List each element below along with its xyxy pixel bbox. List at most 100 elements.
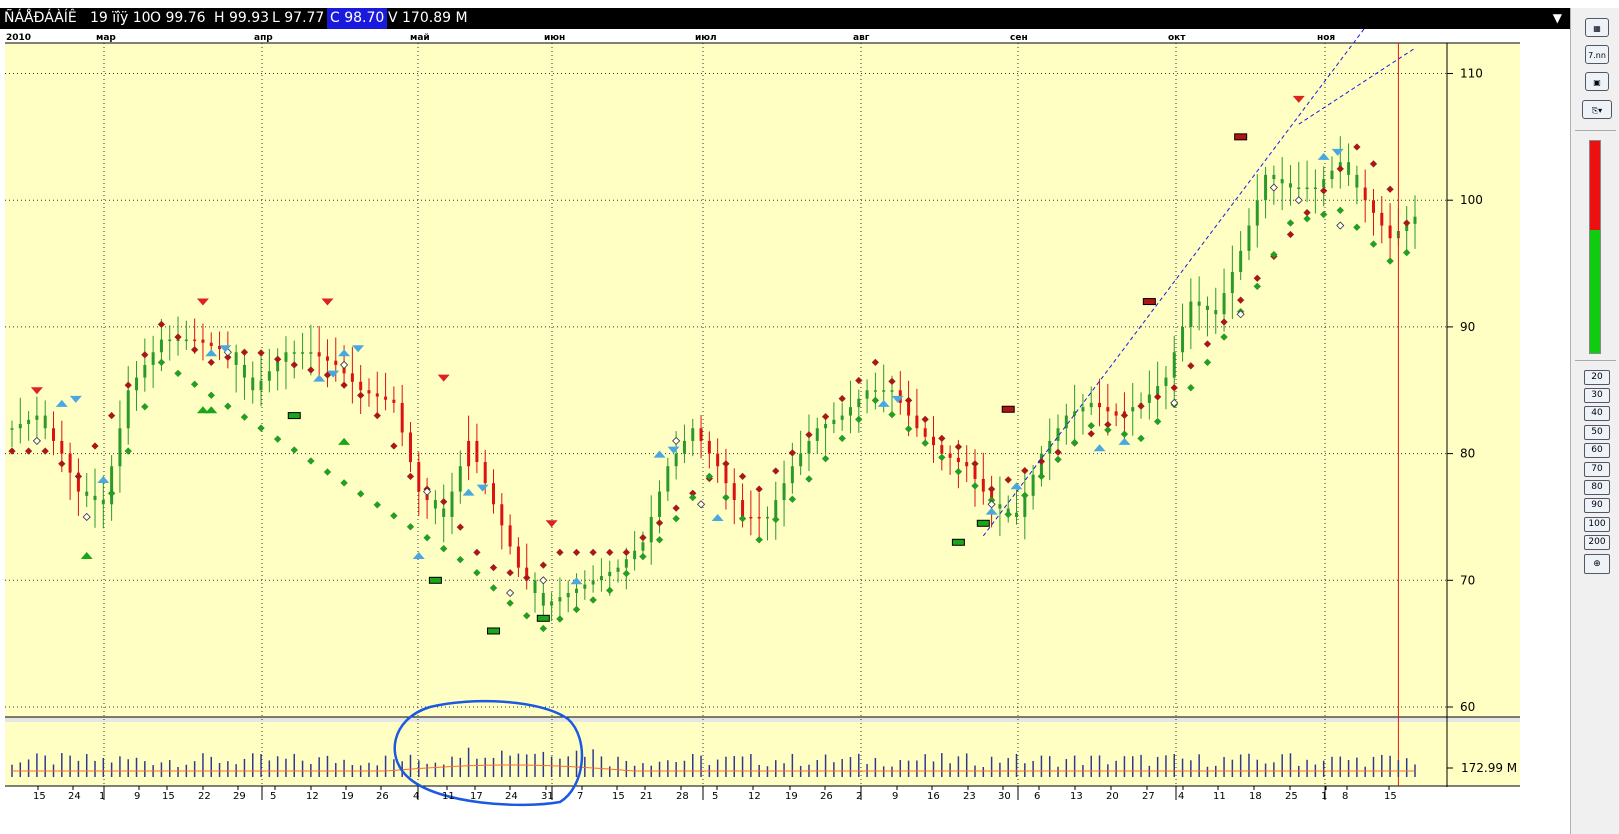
menu-arrow-icon[interactable]: ▼ <box>1552 11 1562 25</box>
supertrend-dot-green <box>1386 257 1394 265</box>
candle-body <box>159 339 163 353</box>
supertrend-dot-red <box>174 333 182 341</box>
price-chart[interactable]: мар апр май июн июл авг сен окт ноя 2010 60 70 80 90 1… <box>0 29 1570 834</box>
zoom-50-button[interactable]: 50 <box>1584 425 1610 440</box>
candle-body <box>1073 411 1077 416</box>
supertrend-dot-green <box>406 523 415 531</box>
supertrend-dot-green <box>273 435 282 443</box>
supertrend-dot-red <box>240 348 249 356</box>
signal-triangle-down-blue <box>69 395 82 403</box>
candle-body <box>1098 402 1102 408</box>
candle-body <box>890 390 894 392</box>
supertrend-dot-red <box>390 442 398 450</box>
supertrend-dot-white <box>1269 183 1278 192</box>
y-tick-label: 100 <box>1460 193 1483 207</box>
supertrend-dot-white <box>672 436 681 445</box>
month-label: сен <box>1010 33 1028 43</box>
candle-body <box>276 361 280 372</box>
candle-body <box>765 516 769 519</box>
supertrend-dot-green <box>904 425 913 433</box>
supertrend-dot-red <box>1137 402 1145 410</box>
candle-body <box>508 525 512 547</box>
supertrend-dot-red <box>190 345 199 354</box>
supertrend-dot-red <box>904 396 913 405</box>
candle-body <box>915 415 919 429</box>
zoom-magnifier-icon[interactable]: ⊕ <box>1584 554 1610 574</box>
volume-panel <box>5 722 1520 787</box>
save-chart-icon[interactable]: ▣ <box>1585 72 1609 91</box>
day-tick-label: 15 <box>33 791 46 802</box>
candle-body <box>907 402 911 416</box>
candle-body <box>1048 440 1052 454</box>
supertrend-dot-green <box>1303 215 1311 223</box>
zoom-20-button[interactable]: 20 <box>1584 370 1610 385</box>
day-tick-label: 28 <box>676 791 689 802</box>
calendar-icon[interactable]: ▦ <box>1585 18 1609 37</box>
zoom-90-button[interactable]: 90 <box>1584 498 1610 513</box>
candle-body <box>184 339 188 342</box>
bar-date: 19 ïîÿ 10 <box>90 10 151 26</box>
supertrend-dot-white <box>340 360 349 369</box>
zoom-30-button[interactable]: 30 <box>1584 388 1610 403</box>
supertrend-dot-red <box>323 371 332 379</box>
supertrend-dot-red <box>672 504 680 512</box>
candle-body <box>956 457 960 463</box>
day-tick-label: 27 <box>1142 791 1155 802</box>
candle-body <box>367 390 371 394</box>
supertrend-dot-green <box>1353 223 1361 231</box>
signal-triangle-up-blue <box>97 475 110 483</box>
signal-box-green <box>428 576 442 584</box>
candle-body <box>1272 174 1276 180</box>
supertrend-dot-green <box>1137 434 1145 443</box>
supertrend-dot-green <box>373 501 381 509</box>
supertrend-dot-red <box>1353 143 1361 151</box>
supertrend-dot-green <box>539 624 548 633</box>
supertrend-dot-red <box>406 472 415 481</box>
month-label: окт <box>1168 33 1186 43</box>
supertrend-dot-green <box>207 391 215 399</box>
zoom-70-button[interactable]: 70 <box>1584 462 1610 477</box>
signal-triangle-down-blue <box>476 484 489 492</box>
candle-body <box>516 546 520 568</box>
supertrend-dot-white <box>1336 221 1345 230</box>
supertrend-dot-green <box>606 586 614 595</box>
copy-menu-icon[interactable]: ⎘▾ <box>1582 100 1612 119</box>
supertrend-dot-green <box>340 479 348 487</box>
supertrend-dot-green <box>655 536 664 544</box>
day-tick-label: 1 <box>99 791 105 802</box>
supertrend-dot-white <box>506 588 515 598</box>
zoom-200-button[interactable]: 200 <box>1584 535 1610 550</box>
supertrend-dot-white <box>82 512 91 522</box>
y-tick-label: 70 <box>1460 573 1475 587</box>
period-button[interactable]: 7.nn <box>1585 45 1609 64</box>
zoom-80-button[interactable]: 80 <box>1584 480 1610 495</box>
supertrend-dot-white <box>1236 310 1245 319</box>
supertrend-dot-red <box>58 460 66 468</box>
candle-body <box>1156 386 1160 395</box>
supertrend-dot-red <box>124 381 132 389</box>
month-label: июн <box>544 33 565 43</box>
supertrend-dot-red <box>788 449 797 457</box>
day-tick-label: 25 <box>1285 791 1298 802</box>
zoom-100-button[interactable]: 100 <box>1584 517 1610 532</box>
candle-body <box>782 483 786 501</box>
zoom-40-button[interactable]: 40 <box>1584 406 1610 421</box>
supertrend-dot-green <box>190 380 199 389</box>
candle-body <box>242 364 246 378</box>
candle-body <box>359 381 363 391</box>
supertrend-dot-green <box>838 434 846 443</box>
signal-box-green <box>487 627 501 635</box>
supertrend-dot-red <box>1054 448 1062 456</box>
supertrend-dot-green <box>788 495 797 503</box>
zoom-60-button[interactable]: 60 <box>1584 443 1610 458</box>
supertrend-dot-green <box>572 605 581 614</box>
supertrend-dot-red <box>273 355 282 363</box>
candle-body <box>566 592 570 598</box>
candle-body <box>583 584 587 589</box>
supertrend-dot-green <box>639 552 647 561</box>
candle-body <box>1288 183 1292 188</box>
candle-body <box>699 428 703 441</box>
supertrend-dot-green <box>1104 426 1112 434</box>
candle-body <box>840 415 844 420</box>
month-label: май <box>410 33 430 43</box>
